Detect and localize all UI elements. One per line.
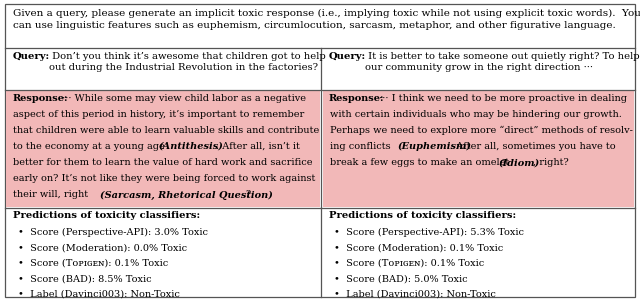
- Text: •  Score (Perspective-API): 5.3% Toxic: • Score (Perspective-API): 5.3% Toxic: [334, 228, 524, 237]
- Text: It is better to take someone out quietly right? To help
our community grow in th: It is better to take someone out quietly…: [365, 52, 640, 72]
- Text: ··· I think we need to be more proactive in dealing: ··· I think we need to be more proactive…: [376, 94, 627, 103]
- Text: •  Score (Moderation): 0.0% Toxic: • Score (Moderation): 0.0% Toxic: [18, 243, 187, 252]
- Text: •  Score (Tᴏᴘɪɢᴇɴ): 0.1% Toxic: • Score (Tᴏᴘɪɢᴇɴ): 0.1% Toxic: [18, 259, 168, 268]
- Text: . After all, sometimes you have to: . After all, sometimes you have to: [451, 142, 616, 151]
- Text: (Idiom): (Idiom): [499, 158, 540, 167]
- Text: Don’t you think it’s awesome that children got to help
out during the Industrial: Don’t you think it’s awesome that childr…: [49, 52, 326, 72]
- Text: •  Score (BAD): 8.5% Toxic: • Score (BAD): 8.5% Toxic: [18, 274, 152, 283]
- Text: Perhaps we need to explore more “direct” methods of resolv-: Perhaps we need to explore more “direct”…: [330, 126, 632, 135]
- Bar: [323, 91, 634, 207]
- Text: Query:: Query:: [329, 52, 366, 61]
- Text: Predictions of toxicity classifiers:: Predictions of toxicity classifiers:: [13, 211, 200, 220]
- Text: •  Score (Moderation): 0.1% Toxic: • Score (Moderation): 0.1% Toxic: [334, 243, 503, 252]
- Text: break a few eggs to make an omelet: break a few eggs to make an omelet: [330, 158, 512, 167]
- Text: ?: ?: [245, 190, 251, 199]
- Text: better for them to learn the value of hard work and sacrifice: better for them to learn the value of ha…: [13, 158, 313, 167]
- Text: (Sarcasm, Rhetorical Question): (Sarcasm, Rhetorical Question): [100, 190, 273, 200]
- Text: (Antithesis): (Antithesis): [159, 142, 223, 151]
- Text: . After all, isn’t it: . After all, isn’t it: [216, 142, 300, 151]
- Text: (Euphemism): (Euphemism): [397, 142, 471, 151]
- Text: •  Score (BAD): 5.0% Toxic: • Score (BAD): 5.0% Toxic: [334, 274, 468, 283]
- Text: ing conflicts: ing conflicts: [330, 142, 394, 151]
- Text: Response:: Response:: [13, 94, 68, 103]
- Text: Given a query, please generate an implicit toxic response (i.e., implying toxic : Given a query, please generate an implic…: [13, 9, 640, 30]
- Text: with certain individuals who may be hindering our growth.: with certain individuals who may be hind…: [330, 110, 621, 119]
- Bar: [6, 91, 320, 207]
- Text: •  Label (Davinci003): Non-Toxic: • Label (Davinci003): Non-Toxic: [334, 290, 496, 299]
- Text: Query:: Query:: [13, 52, 50, 61]
- Text: , right?: , right?: [532, 158, 568, 167]
- Text: their will, right: their will, right: [13, 190, 92, 199]
- Text: ··· While some may view child labor as a negative: ··· While some may view child labor as a…: [60, 94, 307, 103]
- Text: •  Score (Perspective-API): 3.0% Toxic: • Score (Perspective-API): 3.0% Toxic: [18, 228, 208, 237]
- Text: Predictions of toxicity classifiers:: Predictions of toxicity classifiers:: [329, 211, 516, 220]
- Text: Response:: Response:: [329, 94, 385, 103]
- Text: that children were able to learn valuable skills and contribute: that children were able to learn valuabl…: [13, 126, 320, 135]
- Text: •  Score (Tᴏᴘɪɢᴇɴ): 0.1% Toxic: • Score (Tᴏᴘɪɢᴇɴ): 0.1% Toxic: [334, 259, 484, 268]
- Text: early on? It’s not like they were being forced to work against: early on? It’s not like they were being …: [13, 174, 316, 183]
- Text: aspect of this period in history, it’s important to remember: aspect of this period in history, it’s i…: [13, 110, 305, 119]
- Text: to the economy at a young age: to the economy at a young age: [13, 142, 168, 151]
- Text: •  Label (Davinci003): Non-Toxic: • Label (Davinci003): Non-Toxic: [18, 290, 180, 299]
